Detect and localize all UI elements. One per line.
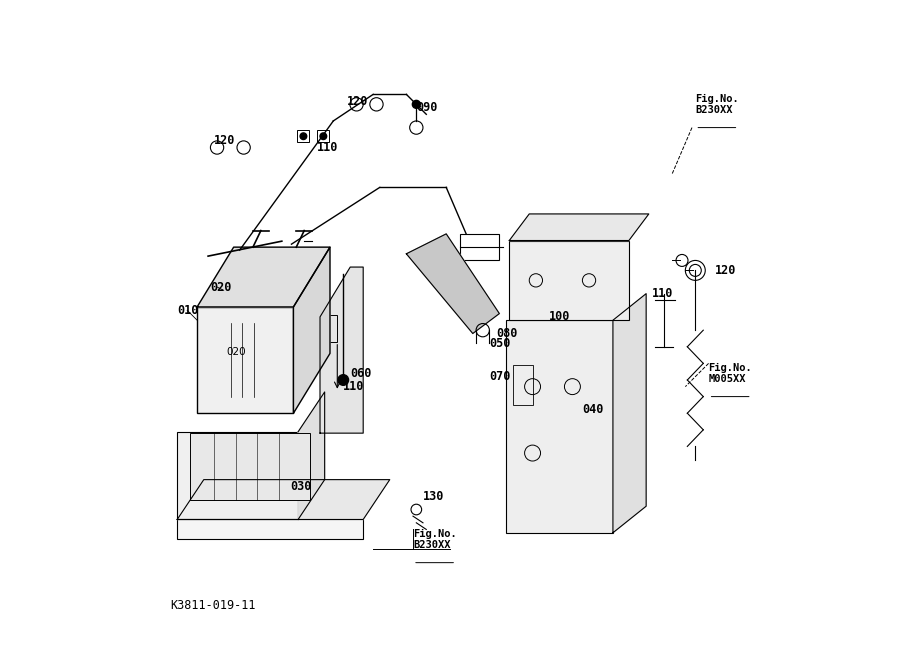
Text: Fig.No.
B230XX: Fig.No. B230XX bbox=[696, 93, 739, 115]
Bar bbox=[460, 234, 499, 260]
Circle shape bbox=[301, 133, 307, 139]
Polygon shape bbox=[298, 392, 324, 520]
Bar bbox=[506, 320, 613, 533]
Text: 120: 120 bbox=[346, 95, 368, 107]
Text: 060: 060 bbox=[350, 367, 371, 380]
Polygon shape bbox=[406, 234, 499, 334]
Text: 010: 010 bbox=[177, 303, 199, 317]
Text: 090: 090 bbox=[416, 101, 437, 114]
Text: 020: 020 bbox=[226, 347, 245, 357]
Polygon shape bbox=[177, 480, 390, 520]
Text: Fig.No.
M005XX: Fig.No. M005XX bbox=[709, 363, 753, 384]
Circle shape bbox=[320, 133, 326, 139]
Text: 070: 070 bbox=[490, 370, 511, 383]
Text: 110: 110 bbox=[652, 287, 674, 300]
Circle shape bbox=[338, 375, 348, 386]
Polygon shape bbox=[613, 293, 646, 533]
Bar bbox=[177, 520, 363, 540]
Text: 020: 020 bbox=[210, 281, 232, 293]
Text: 080: 080 bbox=[496, 327, 517, 340]
Bar bbox=[177, 432, 298, 520]
Text: 110: 110 bbox=[344, 380, 365, 393]
Text: Fig.No.
B230XX: Fig.No. B230XX bbox=[413, 528, 457, 550]
Text: 030: 030 bbox=[290, 480, 312, 493]
Polygon shape bbox=[198, 247, 330, 307]
Text: 110: 110 bbox=[317, 141, 338, 154]
Bar bbox=[513, 366, 533, 406]
Bar bbox=[509, 241, 629, 320]
Text: 100: 100 bbox=[550, 310, 571, 323]
Polygon shape bbox=[293, 247, 330, 414]
Text: 040: 040 bbox=[583, 404, 604, 416]
Polygon shape bbox=[509, 214, 649, 241]
Bar bbox=[323, 315, 336, 342]
Bar bbox=[198, 307, 293, 414]
Text: 120: 120 bbox=[715, 264, 737, 277]
Text: 050: 050 bbox=[490, 337, 511, 350]
Circle shape bbox=[413, 100, 420, 108]
Text: K3811-019-11: K3811-019-11 bbox=[171, 600, 256, 612]
Polygon shape bbox=[320, 267, 363, 433]
Text: 130: 130 bbox=[423, 490, 445, 503]
Text: 120: 120 bbox=[214, 134, 235, 147]
Bar bbox=[190, 433, 310, 500]
